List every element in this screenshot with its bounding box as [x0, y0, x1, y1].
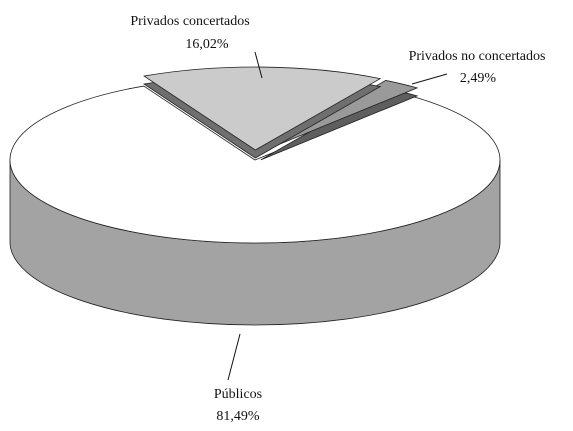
- slice-label: Privados no concertados: [409, 49, 546, 64]
- value-label: 2,49%: [460, 71, 497, 86]
- slice: [9, 85, 501, 244]
- slice-label: Públicos: [214, 387, 262, 402]
- leader-line: [411, 73, 448, 85]
- slice-label: Privados concertados: [130, 14, 249, 29]
- slice: [143, 66, 382, 151]
- slice: [260, 80, 419, 153]
- value-label: 16,02%: [185, 37, 229, 52]
- leader-line: [227, 333, 241, 381]
- leader-line: [254, 51, 263, 79]
- pie: [9, 66, 501, 326]
- value-label: 81,49%: [216, 409, 260, 424]
